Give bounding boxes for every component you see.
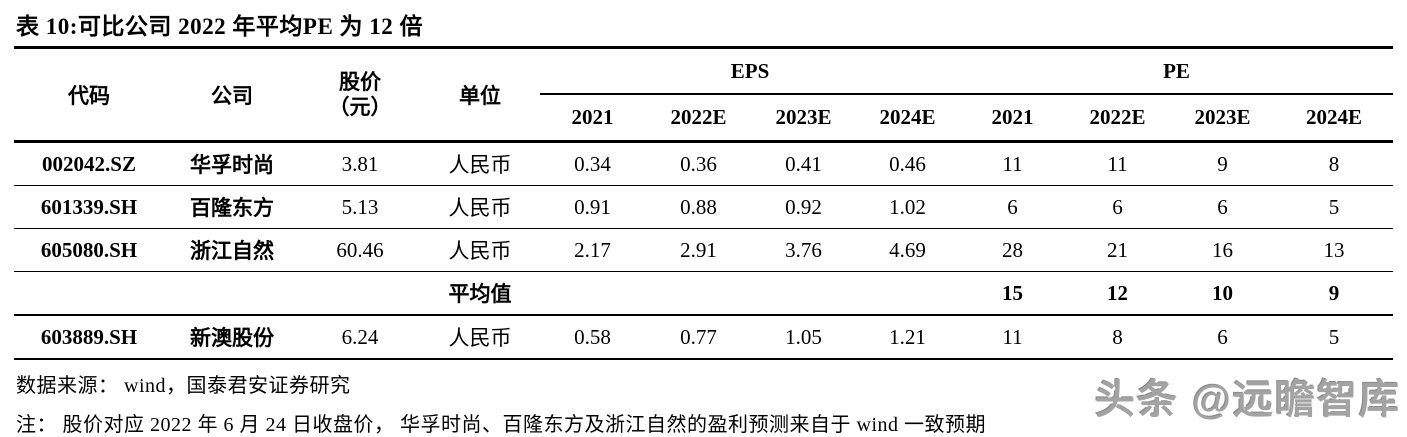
avg-pe-2024e: 9 <box>1275 271 1394 316</box>
watermark-text: 头条 @远瞻智库 <box>1094 378 1401 422</box>
cell-company: 新澳股份 <box>164 315 300 360</box>
cell-price: 60.46 <box>300 228 420 272</box>
cell-eps-2021: 0.91 <box>540 185 645 229</box>
cell-company: 浙江自然 <box>164 228 300 272</box>
cell-pe-2023e: 16 <box>1170 228 1276 272</box>
col-header-eps-2023e: 2023E <box>752 94 855 143</box>
cell-code-empty <box>14 271 164 316</box>
cell-pe-2024e: 5 <box>1275 185 1394 229</box>
cell-price: 6.24 <box>300 315 420 360</box>
cell-company: 百隆东方 <box>164 185 300 229</box>
table-row: 601339.SH 百隆东方 5.13 人民币 0.91 0.88 0.92 1… <box>14 185 1394 229</box>
avg-pe-2022e: 12 <box>1065 271 1171 316</box>
col-header-pe-2024e: 2024E <box>1275 94 1394 143</box>
avg-pe-2023e: 10 <box>1170 271 1276 316</box>
col-header-price-line2: （元） <box>328 94 392 119</box>
cell-eps-2022e: 0.36 <box>645 141 752 186</box>
col-header-eps-2024e: 2024E <box>855 94 961 143</box>
table-header: 代码 公司 股价 （元） 单位 EPS PE 2021 2022E 2023E … <box>14 49 1394 143</box>
cell-pe-2021: 11 <box>960 141 1066 186</box>
col-header-eps-2022e: 2022E <box>645 94 752 143</box>
cell-company-empty <box>164 271 300 316</box>
cell-eps-2022e: 0.88 <box>645 185 752 229</box>
cell-pe-2021: 11 <box>960 315 1066 360</box>
cell-pe-2024e: 8 <box>1275 141 1394 186</box>
col-header-eps-2021: 2021 <box>540 94 645 143</box>
cell-unit: 人民币 <box>420 141 540 186</box>
group-header-pe: PE <box>960 49 1394 95</box>
cell-eps-2024e: 1.02 <box>855 185 961 229</box>
cell-eps-2024e: 4.69 <box>855 228 961 272</box>
average-label: 平均值 <box>420 271 540 316</box>
average-row: 平均值 15 12 10 9 <box>14 271 1394 316</box>
cell-eps-2023e: 3.76 <box>752 228 855 272</box>
cell-eps-2023e: 0.92 <box>752 185 855 229</box>
cell-pe-2021: 28 <box>960 228 1066 272</box>
cell-pe-2023e: 6 <box>1170 185 1276 229</box>
cell-pe-2023e: 6 <box>1170 315 1276 360</box>
cell-pe-2022e: 8 <box>1065 315 1171 360</box>
cell-pe-2022e: 21 <box>1065 228 1171 272</box>
cell-eps-2021: 0.34 <box>540 141 645 186</box>
cell-eps-empty <box>540 271 645 316</box>
cell-eps-2021: 0.58 <box>540 315 645 360</box>
cell-eps-2022e: 0.77 <box>645 315 752 360</box>
col-header-pe-2022e: 2022E <box>1065 94 1171 143</box>
cell-eps-2024e: 1.21 <box>855 315 961 360</box>
cell-unit: 人民币 <box>420 185 540 229</box>
cell-code: 601339.SH <box>14 185 164 229</box>
cell-pe-2024e: 13 <box>1275 228 1394 272</box>
cell-company: 华孚时尚 <box>164 141 300 186</box>
avg-pe-2021: 15 <box>960 271 1066 316</box>
cell-unit: 人民币 <box>420 228 540 272</box>
cell-price-empty <box>300 271 420 316</box>
comparable-companies-table: 代码 公司 股价 （元） 单位 EPS PE 2021 2022E 2023E … <box>14 49 1394 360</box>
cell-pe-2022e: 6 <box>1065 185 1171 229</box>
table-row: 605080.SH 浙江自然 60.46 人民币 2.17 2.91 3.76 … <box>14 228 1394 272</box>
cell-pe-2024e: 5 <box>1275 315 1394 360</box>
cell-price: 3.81 <box>300 141 420 186</box>
cell-pe-2023e: 9 <box>1170 141 1276 186</box>
cell-unit: 人民币 <box>420 315 540 360</box>
cell-pe-2021: 6 <box>960 185 1066 229</box>
col-header-pe-2023e: 2023E <box>1170 94 1276 143</box>
table-row: 002042.SZ 华孚时尚 3.81 人民币 0.34 0.36 0.41 0… <box>14 141 1394 186</box>
table-row: 603889.SH 新澳股份 6.24 人民币 0.58 0.77 1.05 1… <box>14 315 1394 360</box>
cell-eps-2022e: 2.91 <box>645 228 752 272</box>
cell-code: 605080.SH <box>14 228 164 272</box>
col-header-company: 公司 <box>164 49 300 143</box>
cell-code: 603889.SH <box>14 315 164 360</box>
cell-eps-2024e: 0.46 <box>855 141 961 186</box>
cell-code: 002042.SZ <box>14 141 164 186</box>
cell-eps-empty <box>752 271 855 316</box>
col-header-code: 代码 <box>14 49 164 143</box>
cell-pe-2022e: 11 <box>1065 141 1171 186</box>
col-header-pe-2021: 2021 <box>960 94 1066 143</box>
col-header-price-line1: 股价 <box>339 70 381 95</box>
cell-price: 5.13 <box>300 185 420 229</box>
data-source-text: 数据来源： wind，国泰君安证券研究 <box>16 375 351 397</box>
col-header-price: 股价 （元） <box>300 49 420 143</box>
cell-eps-empty <box>855 271 961 316</box>
group-header-eps: EPS <box>540 49 961 95</box>
cell-eps-2023e: 1.05 <box>752 315 855 360</box>
col-header-unit: 单位 <box>420 49 540 143</box>
cell-eps-2023e: 0.41 <box>752 141 855 186</box>
cell-eps-2021: 2.17 <box>540 228 645 272</box>
table-title: 表 10:可比公司 2022 年平均PE 为 12 倍 <box>14 0 1393 49</box>
cell-eps-empty <box>645 271 752 316</box>
